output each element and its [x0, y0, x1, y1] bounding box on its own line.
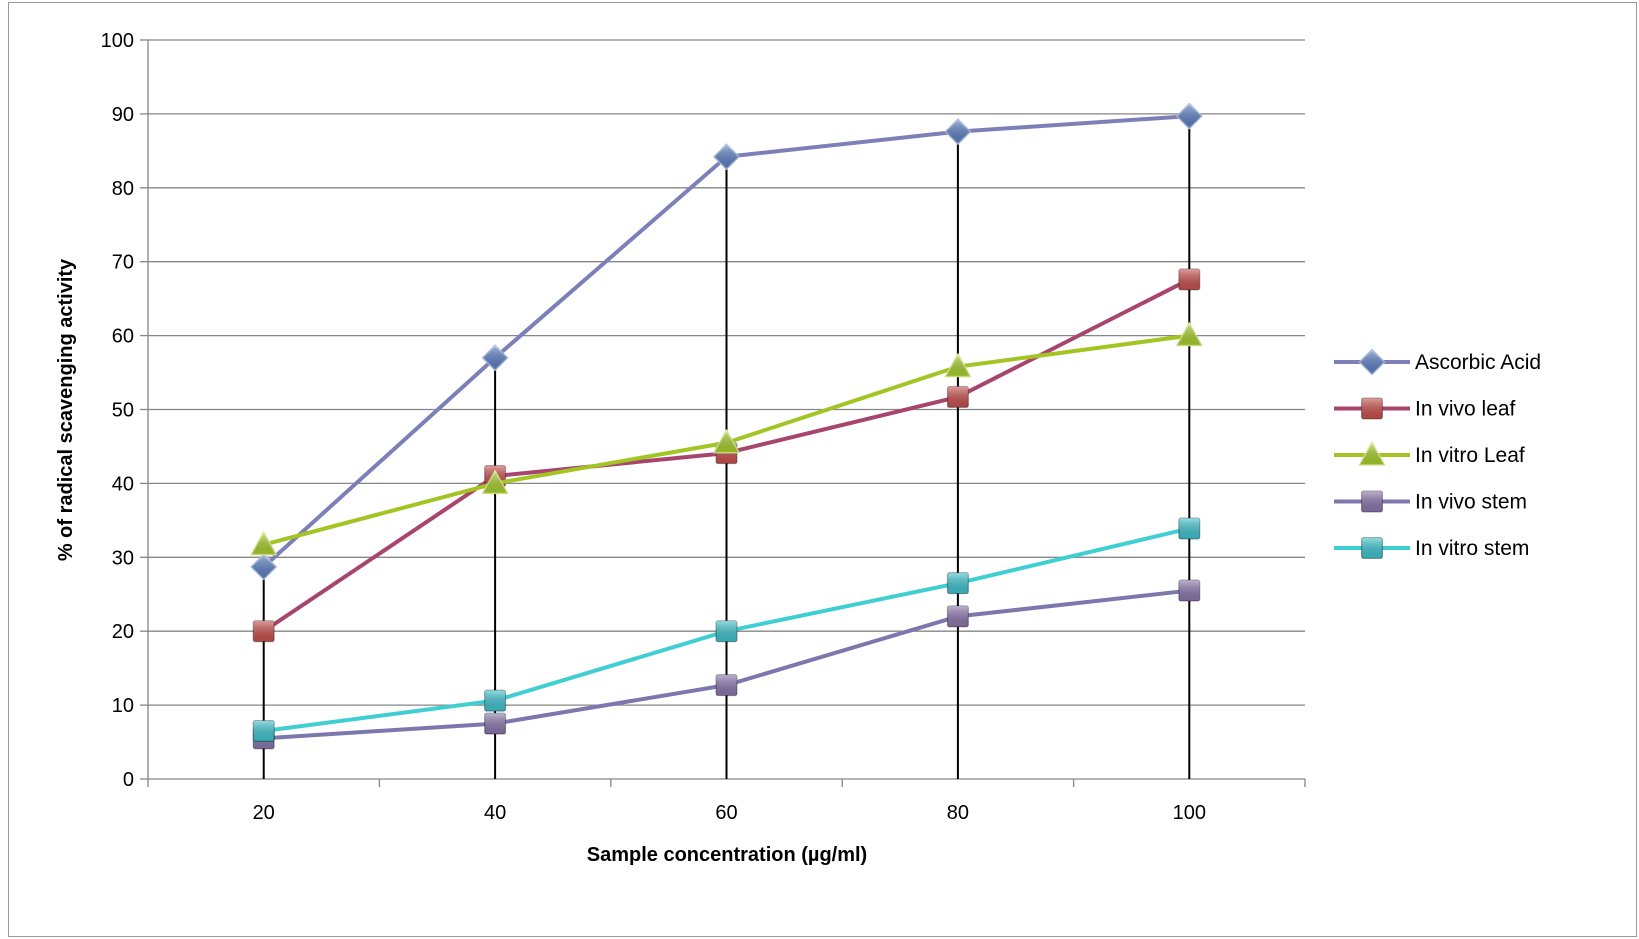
y-tick-label: 40 [112, 473, 134, 495]
gridlines [148, 39, 1305, 706]
data-point [250, 553, 278, 581]
y-axis-title: % of radical scavenging activity [55, 258, 77, 561]
marker-shine [1178, 269, 1200, 290]
y-tick-label: 60 [112, 326, 134, 348]
legend-item: In vitro Leaf [1334, 441, 1525, 467]
marker-shine [253, 620, 275, 642]
marker-shine [1359, 349, 1385, 375]
marker-shine [716, 674, 737, 696]
marker-shine [716, 620, 737, 642]
marker-shine [947, 572, 969, 594]
marker-shine [1359, 442, 1385, 465]
marker-shine [251, 554, 277, 580]
marker-shine [1361, 537, 1383, 559]
legend-label: In vitro Leaf [1415, 444, 1525, 467]
legend-marker [1358, 441, 1386, 466]
legend-item: Ascorbic Acid [1334, 348, 1541, 376]
data-point [715, 620, 738, 643]
data-point [1175, 102, 1203, 130]
marker-shine [947, 606, 969, 627]
x-tick-label: 20 [253, 802, 275, 824]
x-tick-label: 60 [715, 802, 737, 824]
data-point [250, 530, 278, 556]
legend-item: In vivo leaf [1334, 398, 1516, 421]
legend-marker [1360, 490, 1383, 513]
data-point [944, 352, 972, 378]
legend-item: In vitro stem [1334, 536, 1529, 560]
legend-label: In vivo stem [1415, 491, 1527, 514]
y-tick-label: 0 [123, 769, 134, 791]
data-point [715, 674, 738, 697]
data-point [1178, 268, 1201, 291]
marker-shine [253, 720, 275, 742]
data-point [1175, 321, 1203, 347]
legend-marker [1360, 536, 1383, 559]
marker-shine [1178, 518, 1200, 539]
data-point [484, 712, 507, 735]
data-point [1178, 579, 1201, 602]
data-point [713, 143, 740, 171]
series-2 [250, 321, 1203, 556]
marker-shine [1176, 103, 1202, 129]
y-tick-label: 100 [101, 30, 134, 52]
y-tick-label: 50 [112, 400, 134, 422]
legend-label: In vitro stem [1415, 537, 1529, 560]
marker-shine [714, 144, 739, 170]
y-tick-label: 70 [112, 252, 134, 274]
x-tick-label: 40 [484, 802, 506, 824]
data-point [481, 469, 509, 495]
data-point [1178, 517, 1201, 540]
data-point [944, 118, 972, 146]
x-axis-title: Sample concentration (µg/ml) [587, 844, 867, 866]
marker-shine [1361, 491, 1383, 512]
marker-shine [484, 713, 506, 734]
legend-label: Ascorbic Acid [1415, 351, 1541, 374]
y-tick-label: 10 [112, 695, 134, 717]
y-tick-label: 30 [112, 547, 134, 569]
drop-lines [262, 116, 1191, 779]
marker-shine [947, 386, 969, 408]
data-point [481, 344, 509, 372]
data-point [946, 385, 969, 408]
data-point [252, 719, 275, 742]
legend: Ascorbic Acid In vivo leaf In vitro Leaf In… [1334, 348, 1541, 560]
tick-labels: 0 10 20 30 40 50 60 70 80 90 100 20 40 60 80 100 [101, 30, 1206, 824]
series-group [250, 102, 1203, 750]
data-point [946, 572, 969, 595]
chart-frame [8, 2, 1637, 937]
marker-shine [945, 119, 971, 145]
y-tick-label: 20 [112, 621, 134, 643]
marker-shine [1361, 398, 1383, 419]
legend-label: In vivo leaf [1415, 398, 1516, 421]
marker-shine [482, 345, 508, 371]
series-0 [250, 102, 1203, 581]
data-point [712, 428, 741, 454]
data-point [252, 620, 275, 643]
marker-shine [945, 354, 971, 377]
marker-shine [484, 690, 506, 712]
legend-item: In vivo stem [1334, 491, 1527, 514]
y-tick-label: 90 [112, 104, 134, 126]
legend-marker [1358, 348, 1386, 376]
x-tick-label: 100 [1173, 802, 1206, 824]
legend-marker [1360, 397, 1383, 420]
y-tick-label: 80 [112, 178, 134, 200]
marker-shine [1178, 580, 1200, 601]
series-4 [252, 517, 1201, 742]
marker-shine [714, 430, 739, 453]
marker-shine [1176, 323, 1202, 346]
marker-shine [482, 471, 508, 494]
marker-shine [251, 532, 277, 555]
data-point [484, 689, 507, 712]
x-tick-label: 80 [947, 802, 969, 824]
data-point [946, 605, 969, 628]
